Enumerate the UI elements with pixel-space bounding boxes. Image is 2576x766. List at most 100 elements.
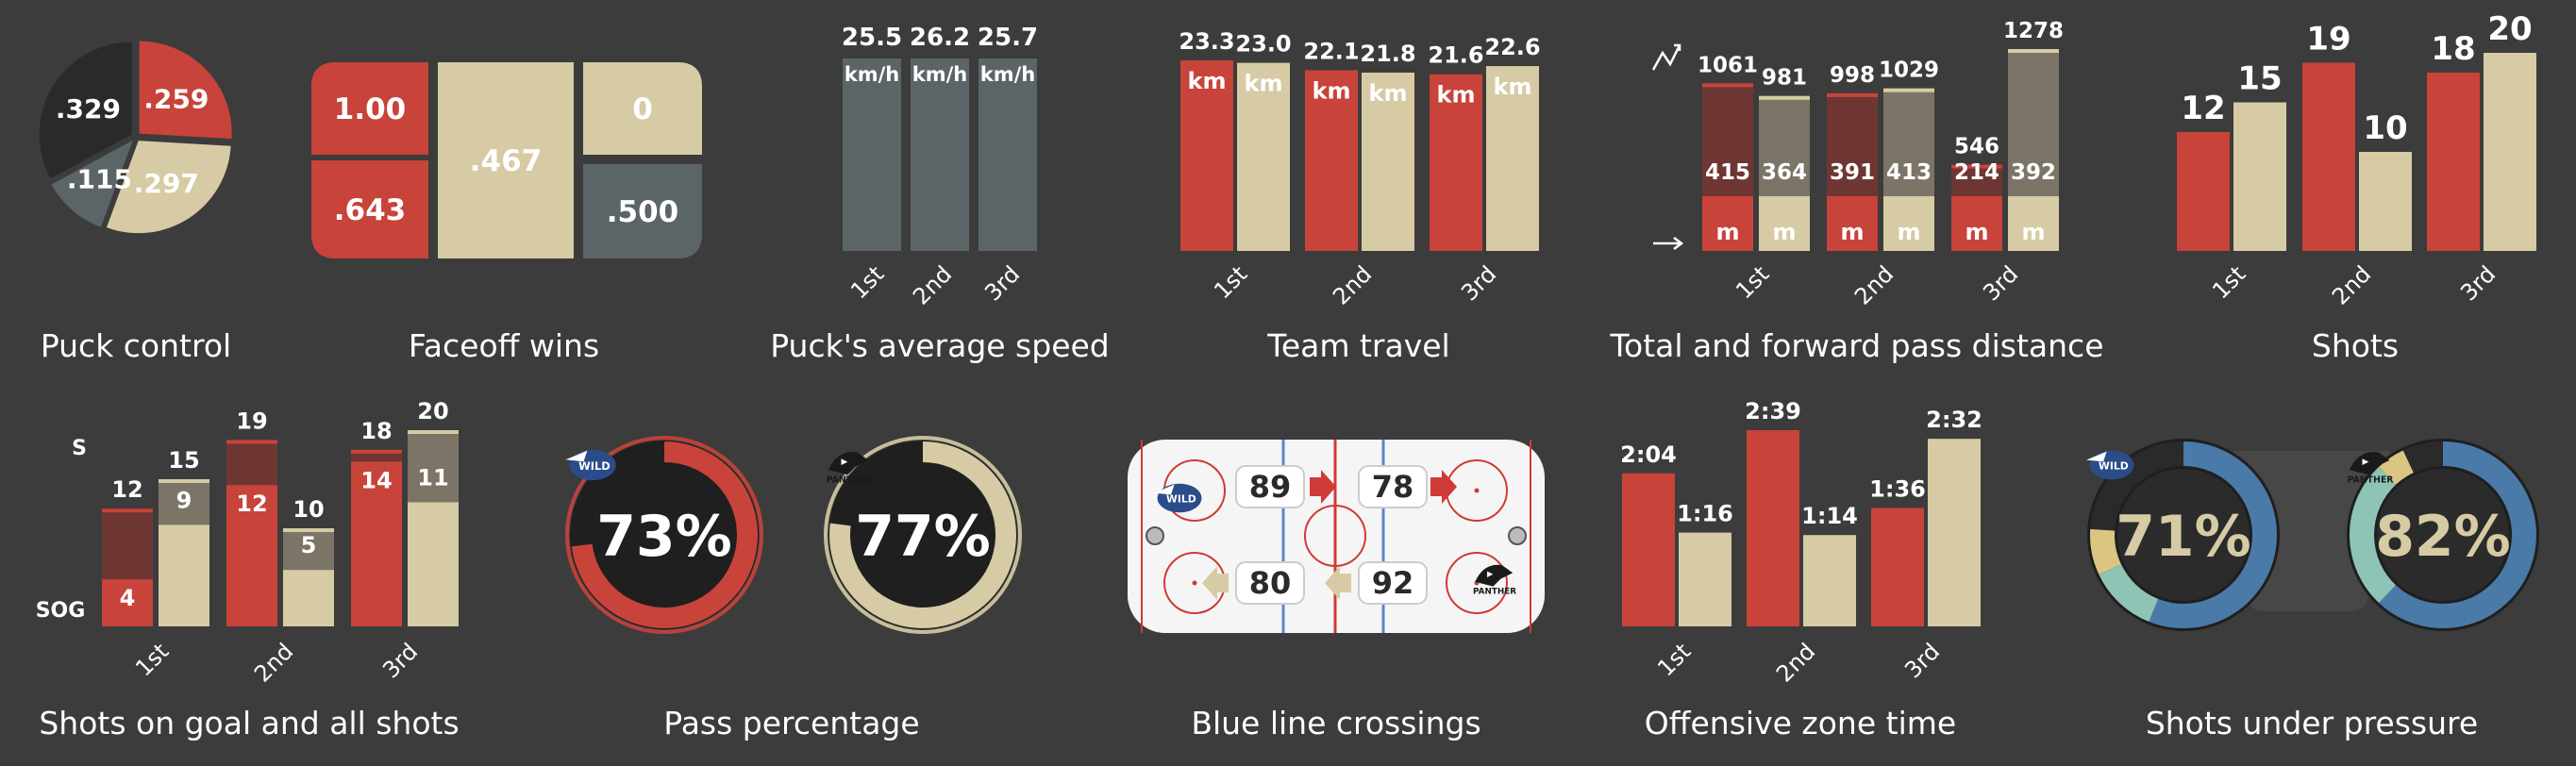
sog-bar	[159, 525, 209, 626]
faceoff-wins-title: Faceoff wins	[409, 327, 599, 364]
sog-bar	[408, 502, 459, 626]
pass-percentage-title: Pass percentage	[663, 705, 919, 741]
speed-unit: km/h	[980, 63, 1035, 86]
logo-wing	[1154, 484, 1175, 495]
travel-bar	[1180, 60, 1233, 251]
logo-eye	[841, 458, 848, 465]
sog-bar	[351, 461, 402, 626]
pie-slice-label: .259	[143, 84, 209, 115]
left-arrow-icon	[1202, 566, 1229, 600]
offensive-zone-title: Offensive zone time	[1645, 705, 1956, 741]
faceoff-cell	[583, 62, 702, 155]
shots-value: 12	[2181, 90, 2225, 127]
center-circle	[1304, 505, 1366, 567]
travel-unit: km	[1188, 68, 1227, 94]
crossings-bottom-left-box	[1235, 561, 1305, 605]
travel-bar	[1430, 74, 1482, 252]
logo-text: WILD	[2099, 460, 2129, 473]
faceoff-value: .500	[607, 195, 679, 229]
travel-value: 22.1	[1303, 38, 1359, 64]
speed-period-label: 3rd	[979, 260, 1025, 306]
donut-bg	[570, 441, 759, 629]
travel-value: 23.3	[1179, 28, 1234, 55]
donut-value: 71%	[2116, 504, 2251, 570]
pass-unit: m	[1840, 219, 1864, 245]
travel-unit: km	[1313, 77, 1351, 104]
pass-total-value: 546	[1954, 135, 1999, 159]
all-shots-cap	[408, 430, 459, 434]
travel-bar	[1362, 73, 1414, 251]
shots-bar	[2484, 53, 2536, 251]
travel-bar	[1486, 66, 1539, 252]
all-shots-value: 20	[417, 398, 448, 425]
left-arrow-icon	[1325, 566, 1351, 600]
donut-segment	[2350, 466, 2397, 604]
shots-bar	[2427, 73, 2480, 251]
pass-total-cap	[1702, 83, 1753, 88]
faceoff-value: .643	[334, 193, 407, 227]
faceoff-cell	[583, 164, 702, 258]
logo-text: PANTHER	[2348, 475, 2395, 486]
pass-unit: m	[1897, 219, 1920, 245]
donut-hole	[2117, 469, 2250, 601]
team-travel-chart: 23.3 km 22.1 km 21.6 km 23.0 km 21.8 km 22.6 km	[1179, 28, 1541, 252]
faceoff-dot	[1474, 488, 1480, 493]
pass-total-value: 1278	[2003, 19, 2064, 43]
donut-outline	[565, 436, 763, 634]
travel-value: 21.8	[1360, 41, 1415, 67]
sog-period-label: 1st	[130, 638, 174, 681]
donut-bg	[828, 441, 1017, 629]
logo-text: PANTHER	[827, 475, 874, 486]
crossings-bottom-right-box	[1358, 561, 1428, 605]
goal-net	[1508, 526, 1527, 545]
pie-slice	[106, 141, 231, 234]
sog-chart: 12 4 19 12 18 14 15 9 10 5 20 11 S SOG	[36, 398, 459, 626]
shots-axis-label: S	[72, 437, 87, 460]
sog-period-label: 2nd	[249, 638, 298, 687]
pass-forward-bar	[1827, 196, 1878, 251]
pass-total-value: 981	[1762, 66, 1807, 91]
pass-total-value: 1029	[1879, 58, 1939, 83]
pass-period-label: 2nd	[1849, 260, 1899, 309]
travel-unit: km	[1494, 74, 1532, 100]
team-travel-title: Team travel	[1266, 327, 1449, 364]
pass-total-cap	[2008, 49, 2059, 53]
speed-bar	[979, 58, 1037, 251]
pass-unit: m	[1965, 219, 1988, 245]
travel-period-label: 1st	[1209, 260, 1252, 304]
pass-percentage-donuts: 73% 77% WILD PANTHER	[565, 436, 1022, 634]
pass-distance-title: Total and forward pass distance	[1609, 327, 2103, 364]
shots-period-label: 1st	[2207, 260, 2250, 304]
blue-line-rink: 89 78 80 92 WILD PANTHER	[1128, 440, 1545, 633]
speed-bar	[843, 58, 901, 251]
speed-period-label: 1st	[845, 260, 889, 304]
shots-value: 19	[2306, 21, 2350, 58]
speed-unit: km/h	[845, 63, 899, 86]
donut-segment	[2402, 441, 2444, 474]
pass-forward-bar	[1951, 196, 2002, 251]
zone-time-value: 2:04	[1620, 441, 1677, 468]
zone-time-bar	[1622, 473, 1675, 626]
zone-time-bar	[1747, 430, 1799, 626]
logo-text: WILD	[578, 459, 611, 473]
shots-period-label: 3rd	[2455, 260, 2501, 306]
offensive-zone-chart: 2:04 2:39 1:36 1:16 1:14 2:32	[1620, 398, 1982, 626]
faceoff-cell	[438, 62, 574, 258]
shots-value: 20	[2487, 10, 2532, 48]
crossings-bottom-left: 80	[1249, 565, 1292, 601]
logo-text: WILD	[1166, 493, 1196, 506]
puck-control-pie: .259 .297.115 .329	[39, 41, 232, 234]
zone-time-value: 2:32	[1926, 407, 1982, 433]
faceoff-value: .467	[470, 144, 543, 178]
travel-bar	[1237, 62, 1290, 251]
donut-segment	[2379, 450, 2415, 486]
zone-time-value: 1:16	[1677, 501, 1733, 527]
pass-total-cap	[1951, 164, 2002, 169]
zone-period-label: 2nd	[1771, 638, 1820, 687]
pass-period-label: 1st	[1731, 260, 1774, 304]
all-shots-value: 15	[168, 447, 199, 474]
zone-time-bar	[1871, 508, 1924, 626]
speed-period-label: 2nd	[908, 260, 957, 309]
travel-period-label: 2nd	[1328, 260, 1377, 309]
crossings-top-right: 78	[1372, 469, 1414, 505]
